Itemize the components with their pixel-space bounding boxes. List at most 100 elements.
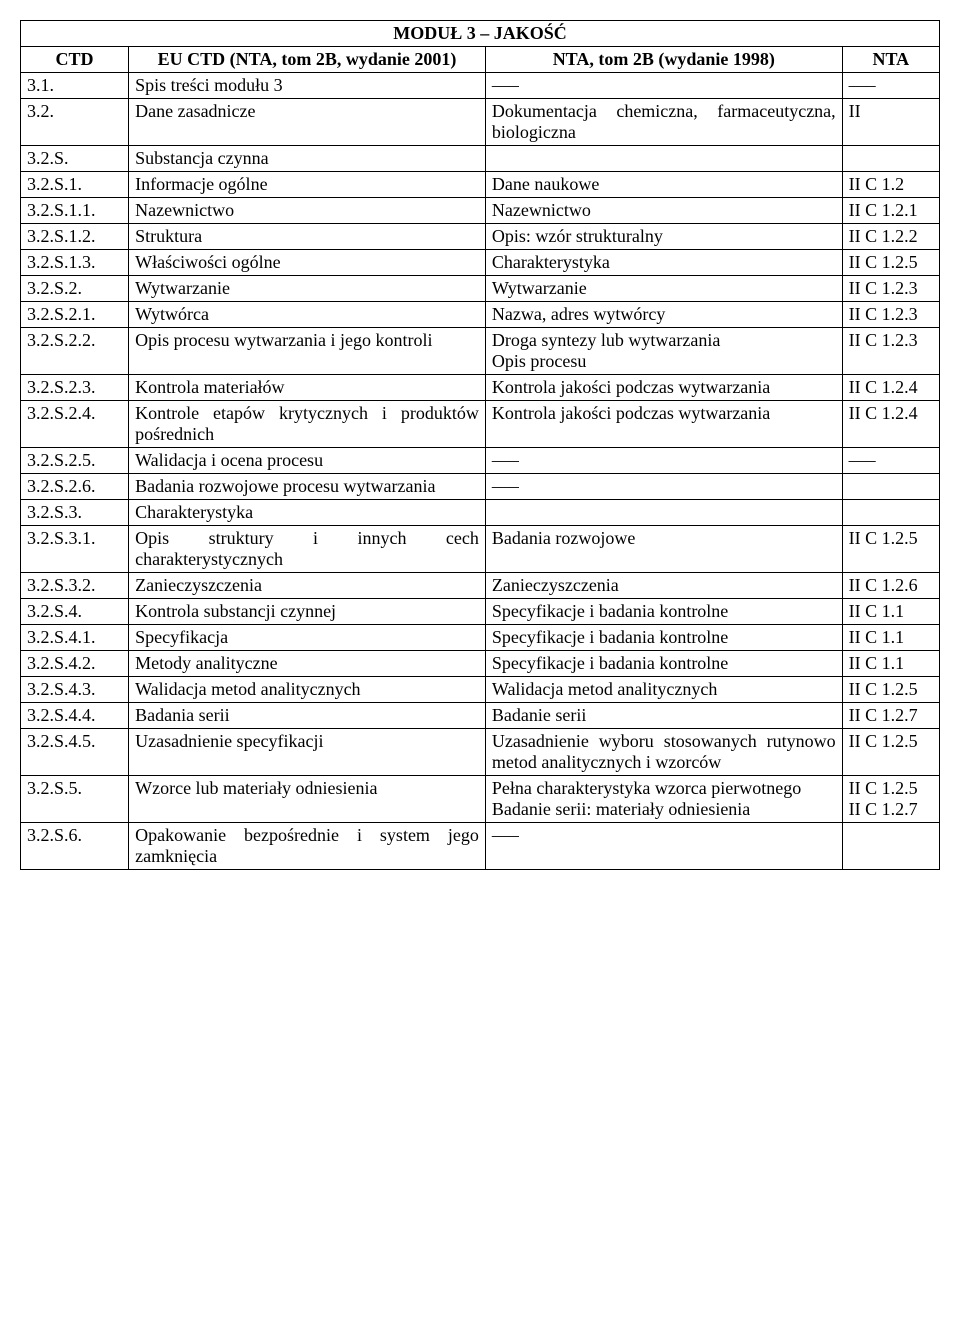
cell-eu: Uzasadnienie specyfikacji (129, 729, 486, 776)
cell-eu: Badania serii (129, 703, 486, 729)
cell-nta (842, 146, 939, 172)
cell-nta: II C 1.2.1 (842, 198, 939, 224)
cell-nta: II C 1.2.5 (842, 250, 939, 276)
cell-ctd: 3.2.S.1. (21, 172, 129, 198)
cell-ctd: 3.2.S.4.4. (21, 703, 129, 729)
cell-ctd: 3.2.S.1.2. (21, 224, 129, 250)
cell-ctd: 3.1. (21, 73, 129, 99)
cell-ctd: 3.2.S.2.3. (21, 375, 129, 401)
cell-eu: Informacje ogólne (129, 172, 486, 198)
table-row: 3.2.S.2.4.Kontrole etapów krytycznych i … (21, 401, 940, 448)
cell-eu: Zanieczyszczenia (129, 573, 486, 599)
cell-ctd: 3.2.S.4.2. (21, 651, 129, 677)
header-eu: EU CTD (NTA, tom 2B, wydanie 2001) (129, 47, 486, 73)
table-row: 3.2.S.1.Informacje ogólneDane naukoweII … (21, 172, 940, 198)
cell-nta2b: Charakterystyka (485, 250, 842, 276)
cell-nta2b: Droga syntezy lub wytwarzaniaOpis proces… (485, 328, 842, 375)
table-row: 3.2.S.3.1.Opis struktury i innych cech c… (21, 526, 940, 573)
cell-ctd: 3.2.S.4.3. (21, 677, 129, 703)
cell-nta2b: Wytwarzanie (485, 276, 842, 302)
cell-nta: II C 1.2.5 (842, 729, 939, 776)
cell-nta2b: Nazwa, adres wytwórcy (485, 302, 842, 328)
cell-nta2b: Walidacja metod analitycznych (485, 677, 842, 703)
cell-eu: Specyfikacja (129, 625, 486, 651)
cell-ctd: 3.2.S.4.5. (21, 729, 129, 776)
header-nta: NTA (842, 47, 939, 73)
cell-nta: II C 1.2.5 (842, 526, 939, 573)
table-row: 3.2.S.4.2.Metody analityczneSpecyfikacje… (21, 651, 940, 677)
cell-nta: II C 1.2.4 (842, 375, 939, 401)
table-row: 3.2.S.1.1.NazewnictwoNazewnictwoII C 1.2… (21, 198, 940, 224)
module-table: MODUŁ 3 – JAKOŚĆ CTD EU CTD (NTA, tom 2B… (20, 20, 940, 870)
cell-nta2b (485, 500, 842, 526)
cell-nta: II C 1.2 (842, 172, 939, 198)
table-row: 3.2.S.4.Kontrola substancji czynnejSpecy… (21, 599, 940, 625)
table-row: 3.2.S.1.2.StrukturaOpis: wzór struktural… (21, 224, 940, 250)
table-row: 3.2.S.2.5.Walidacja i ocena procesu–––––… (21, 448, 940, 474)
cell-nta: II C 1.1 (842, 651, 939, 677)
table-body: 3.1.Spis treści modułu 3––––––3.2.Dane z… (21, 73, 940, 870)
cell-eu: Wytwórca (129, 302, 486, 328)
cell-ctd: 3.2.S. (21, 146, 129, 172)
cell-nta: II C 1.2.6 (842, 573, 939, 599)
table-row: 3.2.S.5.Wzorce lub materiały odniesienia… (21, 776, 940, 823)
cell-ctd: 3.2.S.1.3. (21, 250, 129, 276)
cell-nta: II C 1.2.4 (842, 401, 939, 448)
cell-nta2b: Kontrola jakości podczas wytwarzania (485, 401, 842, 448)
table-row: 3.1.Spis treści modułu 3–––––– (21, 73, 940, 99)
cell-eu: Wytwarzanie (129, 276, 486, 302)
cell-nta: ––– (842, 448, 939, 474)
cell-eu: Opis struktury i innych cech charakterys… (129, 526, 486, 573)
table-title: MODUŁ 3 – JAKOŚĆ (21, 21, 940, 47)
title-row: MODUŁ 3 – JAKOŚĆ (21, 21, 940, 47)
table-row: 3.2.S.2.6.Badania rozwojowe procesu wytw… (21, 474, 940, 500)
cell-eu: Dane zasadnicze (129, 99, 486, 146)
table-row: 3.2.S.4.5.Uzasadnienie specyfikacjiUzasa… (21, 729, 940, 776)
cell-nta: II C 1.1 (842, 599, 939, 625)
cell-eu: Kontrola substancji czynnej (129, 599, 486, 625)
cell-nta2b: Zanieczyszczenia (485, 573, 842, 599)
table-row: 3.2.S.1.3.Właściwości ogólneCharakteryst… (21, 250, 940, 276)
cell-ctd: 3.2.S.3.1. (21, 526, 129, 573)
cell-nta: II C 1.2.3 (842, 276, 939, 302)
cell-nta2b: Kontrola jakości podczas wytwarzania (485, 375, 842, 401)
cell-nta: II C 1.2.3 (842, 328, 939, 375)
cell-ctd: 3.2.S.2.5. (21, 448, 129, 474)
cell-nta: II C 1.2.3 (842, 302, 939, 328)
cell-ctd: 3.2.S.2.1. (21, 302, 129, 328)
cell-nta2b (485, 146, 842, 172)
header-ctd: CTD (21, 47, 129, 73)
cell-nta2b: Dane naukowe (485, 172, 842, 198)
cell-nta2b: Dokumentacja chemiczna, farmaceutyczna, … (485, 99, 842, 146)
cell-eu: Kontrola materiałów (129, 375, 486, 401)
table-row: 3.2.S.4.1.SpecyfikacjaSpecyfikacje i bad… (21, 625, 940, 651)
cell-nta2b: Specyfikacje i badania kontrolne (485, 651, 842, 677)
cell-ctd: 3.2.S.2. (21, 276, 129, 302)
cell-nta: II C 1.2.5 (842, 677, 939, 703)
table-row: 3.2.S.4.4.Badania seriiBadanie seriiII C… (21, 703, 940, 729)
cell-nta (842, 823, 939, 870)
cell-nta2b: Opis: wzór strukturalny (485, 224, 842, 250)
header-row: CTD EU CTD (NTA, tom 2B, wydanie 2001) N… (21, 47, 940, 73)
cell-nta2b: Specyfikacje i badania kontrolne (485, 625, 842, 651)
table-row: 3.2.S.3.Charakterystyka (21, 500, 940, 526)
table-row: 3.2.S.6.Opakowanie bezpośrednie i system… (21, 823, 940, 870)
cell-ctd: 3.2.S.4.1. (21, 625, 129, 651)
cell-nta: II C 1.1 (842, 625, 939, 651)
cell-ctd: 3.2.S.4. (21, 599, 129, 625)
table-row: 3.2.S.2.1.WytwórcaNazwa, adres wytwórcyI… (21, 302, 940, 328)
cell-ctd: 3.2. (21, 99, 129, 146)
cell-eu: Właściwości ogólne (129, 250, 486, 276)
cell-ctd: 3.2.S.2.2. (21, 328, 129, 375)
cell-eu: Opakowanie bezpośrednie i system jego za… (129, 823, 486, 870)
table-row: 3.2.S.4.3.Walidacja metod analitycznychW… (21, 677, 940, 703)
table-row: 3.2.S.2.2.Opis procesu wytwarzania i jeg… (21, 328, 940, 375)
cell-nta2b: Pełna charakterystyka wzorca pierwotnego… (485, 776, 842, 823)
cell-eu: Struktura (129, 224, 486, 250)
table-row: 3.2.S.2.3.Kontrola materiałówKontrola ja… (21, 375, 940, 401)
cell-nta2b: ––– (485, 448, 842, 474)
cell-ctd: 3.2.S.3.2. (21, 573, 129, 599)
header-nta2b: NTA, tom 2B (wydanie 1998) (485, 47, 842, 73)
cell-eu: Badania rozwojowe procesu wytwarzania (129, 474, 486, 500)
cell-nta2b: Badania rozwojowe (485, 526, 842, 573)
